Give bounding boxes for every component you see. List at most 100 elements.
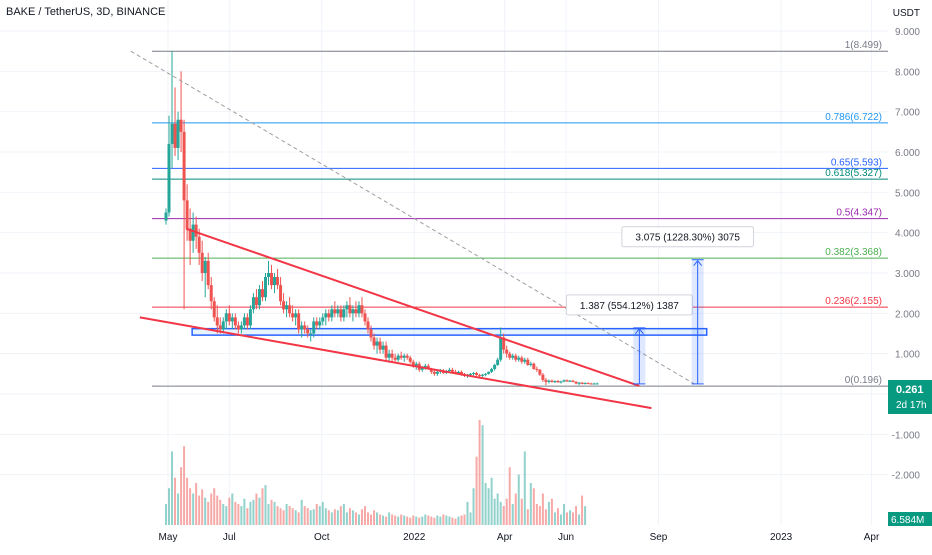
diagonal-dashed-line[interactable] xyxy=(130,50,698,387)
candle-body xyxy=(505,349,509,354)
volume-bar xyxy=(252,499,255,525)
time-axis-label: Jul xyxy=(223,532,236,543)
time-axis-label: Sep xyxy=(650,532,668,543)
candle-body xyxy=(475,373,479,376)
volume-bar xyxy=(490,477,493,525)
candle-body xyxy=(294,313,298,318)
volume-bar xyxy=(388,512,391,525)
candle-body xyxy=(273,277,277,286)
volume-bar xyxy=(499,501,502,525)
volume-bar xyxy=(535,504,538,525)
volume-bar xyxy=(315,504,318,525)
volume-bar xyxy=(520,498,523,525)
candle-body xyxy=(348,305,352,314)
volume-bar xyxy=(493,498,496,525)
wedge-trendline[interactable] xyxy=(139,316,652,410)
candle-body xyxy=(568,380,572,382)
candle-body xyxy=(589,383,593,385)
volume-bar xyxy=(578,514,581,525)
candle-body xyxy=(215,317,219,326)
volume-bar xyxy=(267,504,270,525)
candle-body xyxy=(170,123,174,144)
volume-bar xyxy=(538,506,541,525)
wedge-trendline[interactable] xyxy=(185,227,640,387)
measure-arrow-icon xyxy=(693,259,703,267)
candle-body xyxy=(327,313,331,318)
volume-bar xyxy=(421,516,424,525)
volume-bar xyxy=(562,504,565,525)
volume-bar xyxy=(300,499,303,525)
candle-body xyxy=(257,289,261,306)
measure-label-box[interactable] xyxy=(565,294,693,316)
candle-body xyxy=(375,341,379,346)
volume-bar xyxy=(288,506,291,525)
candle-body xyxy=(182,131,186,201)
volume-bar xyxy=(312,509,315,525)
measure-label: 1.387 (554.12%) 1387 xyxy=(580,301,679,312)
volume-bar xyxy=(345,512,348,525)
volume-bar xyxy=(412,515,415,525)
volume-bar xyxy=(363,506,366,525)
fib-level-label: 0.786(6.722) xyxy=(825,112,882,123)
candle-body xyxy=(312,321,316,334)
volume-bar xyxy=(559,514,562,525)
volume-bar xyxy=(183,446,186,525)
volume-bar xyxy=(424,514,427,525)
volume-bar xyxy=(451,517,454,525)
volume-bar xyxy=(342,504,345,525)
volume-bar xyxy=(258,497,261,525)
fib-level-label: 0.618(5.327) xyxy=(825,168,882,179)
volume-bar xyxy=(575,506,578,525)
candle-body xyxy=(469,373,473,375)
volume-bar xyxy=(282,510,285,525)
candle-body xyxy=(420,367,424,370)
candle-body xyxy=(318,321,322,326)
volume-bar xyxy=(508,467,511,525)
volume-bar xyxy=(544,509,547,525)
volume-bar xyxy=(370,514,373,525)
current-price-badge[interactable] xyxy=(888,380,932,414)
volume-bar xyxy=(472,488,475,525)
candle-body xyxy=(372,337,376,346)
volume-bar xyxy=(348,508,351,525)
candle-body xyxy=(429,368,433,372)
volume-bar xyxy=(436,515,439,525)
price-axis-label: 3.000 xyxy=(895,269,920,280)
candle-body xyxy=(378,341,382,350)
volume-bar xyxy=(439,516,442,525)
volume-bar xyxy=(306,508,309,525)
candle-body xyxy=(218,325,222,330)
volume-bar xyxy=(484,483,487,525)
candle-body xyxy=(493,364,497,369)
candle-body xyxy=(523,359,527,362)
candle-body xyxy=(230,317,234,322)
volume-bar xyxy=(249,501,252,525)
volume-bar xyxy=(225,506,228,525)
candle-body xyxy=(179,119,183,132)
candle-body xyxy=(276,277,280,286)
price-axis-label: 8.000 xyxy=(895,67,920,78)
candle-body xyxy=(595,383,599,385)
candle-body xyxy=(529,363,533,365)
candle-body xyxy=(544,379,548,382)
chart-title[interactable]: BAKE / TetherUS, 3D, BINANCE xyxy=(6,6,166,18)
volume-bar xyxy=(523,451,526,525)
measure-layer: 1.387 (554.12%) 1387 3.075 (1228.30%) 307… xyxy=(565,226,754,385)
volume-bar xyxy=(541,493,544,525)
candle-body xyxy=(405,355,409,358)
candle-body xyxy=(285,305,289,310)
candle-body xyxy=(239,325,243,330)
candle-body xyxy=(167,143,171,213)
volume-bar xyxy=(330,512,333,525)
volume-bar xyxy=(219,499,222,525)
support-zone-layer xyxy=(191,327,708,336)
measure-label-box[interactable] xyxy=(621,226,754,248)
volume-bar xyxy=(415,516,418,525)
candle-body xyxy=(188,228,192,241)
support-zone[interactable] xyxy=(191,327,708,336)
volume-bar xyxy=(237,504,240,525)
volume-bar xyxy=(430,516,433,525)
volume-bar xyxy=(327,510,330,525)
